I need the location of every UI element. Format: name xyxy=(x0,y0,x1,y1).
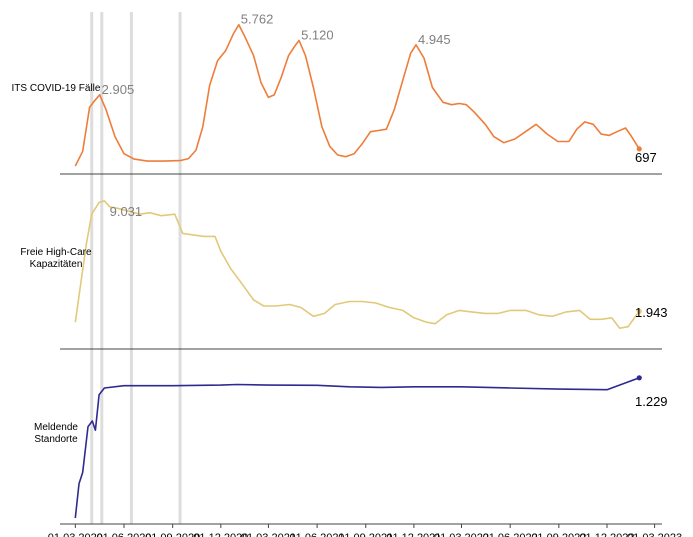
x-tick-label: 01.09.2022 xyxy=(531,532,586,537)
x-tick-label: 01.03.2023 xyxy=(627,532,682,537)
panel-label-reporting-sites: Meldende Standorte xyxy=(34,422,78,445)
x-tick-label: 01.03.2021 xyxy=(241,532,296,537)
series-end-label: 1.229 xyxy=(635,394,668,409)
x-tick-label: 01.09.2020 xyxy=(145,532,200,537)
panel-label-its-cases: ITS COVID-19 Fälle xyxy=(11,83,101,94)
series-line xyxy=(74,23,640,167)
series-end-label: 1.943 xyxy=(635,305,668,320)
x-tick-label: 01.12.2020 xyxy=(193,532,248,537)
reference-lines xyxy=(90,12,182,524)
chart-panels: 697 2.905 5.762 5.120 4.945 1.943 9.031 1.229 xyxy=(60,12,668,525)
x-tick-label: 01.06.2020 xyxy=(96,532,151,537)
x-tick-label: 01.09.2021 xyxy=(338,532,393,537)
series-line xyxy=(74,377,640,519)
series-end-marker xyxy=(636,375,642,381)
peak-annotation: 5.120 xyxy=(301,27,334,42)
series-end-marker xyxy=(636,308,642,314)
x-tick-label: 01.06.2021 xyxy=(290,532,345,537)
x-tick-label: 01.03.2022 xyxy=(434,532,489,537)
peak-annotation: 9.031 xyxy=(110,204,143,219)
peak-annotation: 4.945 xyxy=(418,32,451,47)
panel-2: 1.943 9.031 xyxy=(60,200,668,350)
x-axis: 01.03.202001.06.202001.09.202001.12.2020… xyxy=(48,524,682,537)
panel-label-free-capacity: Freie High-Care Kapazitäten xyxy=(20,247,92,270)
peak-annotation: 2.905 xyxy=(102,82,135,97)
series-line xyxy=(74,200,640,330)
x-tick-label: 01.12.2021 xyxy=(386,532,441,537)
panel-1: 697 2.905 5.762 5.120 4.945 xyxy=(60,12,662,175)
series-end-marker xyxy=(636,146,642,152)
x-tick-label: 01.03.2020 xyxy=(48,532,103,537)
x-tick-label: 01.06.2022 xyxy=(483,532,538,537)
x-tick-label: 01.12.2022 xyxy=(579,532,634,537)
panel-3: 1.229 xyxy=(60,375,668,525)
peak-annotation: 5.762 xyxy=(241,12,274,27)
series-end-label: 697 xyxy=(635,150,657,165)
